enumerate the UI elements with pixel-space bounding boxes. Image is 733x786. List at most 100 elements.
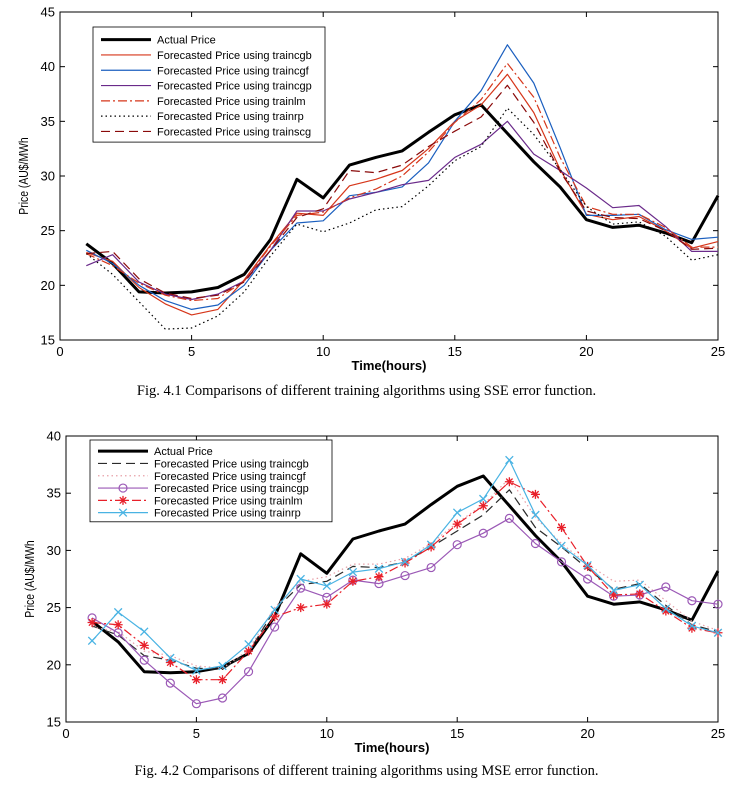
legend-box (89, 439, 333, 523)
data-point-marker (504, 477, 514, 487)
x-tick-label: 25 (711, 726, 725, 741)
data-point-marker (635, 580, 645, 589)
data-point-marker (270, 605, 279, 615)
y-tick-label: 20 (41, 278, 55, 293)
data-point-marker (452, 519, 462, 529)
data-point-marker (166, 653, 175, 663)
data-point-marker (713, 599, 723, 609)
legend-entry: Forecasted Price using trainrp (154, 508, 301, 520)
data-point-marker (113, 607, 123, 617)
y-tick-label: 25 (41, 223, 55, 238)
x-tick-label: 0 (56, 344, 63, 359)
data-point-marker (139, 655, 149, 665)
series-line (86, 120, 718, 301)
series-line (86, 73, 719, 316)
data-point-marker (322, 599, 332, 609)
figure-4-2: 0 5 10 15 20 25 15 20 25 30 35 40 Time(hours) Price (… (0, 418, 733, 786)
legend-entry: Forecasted Price using traincgp (157, 81, 312, 93)
legend-entry: Forecasted Price using trainlm (154, 495, 303, 507)
series-line (86, 62, 718, 302)
x-tick-label: 15 (448, 344, 462, 359)
data-point-marker (244, 639, 253, 649)
y-tick-label: 20 (47, 657, 61, 672)
data-point-marker (609, 590, 619, 600)
data-point-marker (530, 538, 541, 549)
data-point-marker (244, 646, 254, 656)
data-point-marker (661, 582, 671, 592)
data-point-marker (557, 523, 567, 533)
data-point-marker (374, 564, 384, 573)
legend-entry: Actual Price (154, 446, 213, 458)
data-point-marker (452, 540, 462, 550)
data-point-marker (87, 617, 97, 627)
series-line (85, 107, 719, 330)
data-point-marker (296, 574, 305, 584)
data-point-marker (452, 508, 462, 517)
data-point-marker (217, 693, 228, 703)
data-point-marker (530, 489, 540, 499)
legend-entry: Forecasted Price using traincgf (157, 65, 310, 77)
data-point-marker (139, 640, 149, 650)
chart-mse: 0 5 10 15 20 25 15 20 25 30 35 40 Time(hours) Price (… (23, 429, 725, 756)
data-point-marker (270, 622, 280, 632)
data-point-marker (713, 628, 723, 638)
data-point-marker (583, 561, 592, 570)
legend-entry: Forecasted Price using traincgb (154, 458, 309, 470)
x-axis-label: Time(hours) (352, 358, 427, 373)
data-point-marker (557, 541, 566, 551)
data-point-marker (661, 604, 671, 614)
x-tick-label: 5 (193, 726, 200, 741)
x-tick-label: 20 (580, 726, 594, 741)
data-point-marker (426, 540, 436, 549)
data-point-marker (687, 623, 697, 633)
data-point-marker (296, 603, 306, 613)
data-point-marker (400, 570, 410, 581)
data-point-marker (609, 586, 618, 595)
x-tick-label: 10 (320, 726, 334, 741)
data-point-marker (348, 576, 358, 586)
series-line (85, 103, 720, 295)
data-point-marker (218, 661, 227, 671)
x-tick-label: 20 (579, 344, 593, 359)
data-point-marker (217, 675, 227, 685)
legend-marker (118, 495, 128, 505)
data-point-marker (479, 494, 488, 504)
data-point-marker (426, 562, 436, 573)
x-tick-label: 0 (62, 726, 69, 741)
x-tick-label: 15 (450, 726, 464, 741)
legend-box (92, 26, 326, 143)
y-axis-label: Price (AU$/MWh (17, 137, 31, 214)
legend-entry: Forecasted Price using traincgb (157, 50, 312, 62)
figure-caption: Fig. 4.2 Comparisons of different traini… (134, 763, 599, 779)
data-point-marker (400, 558, 410, 568)
data-point-marker (531, 510, 540, 520)
legend-marker (118, 483, 128, 493)
data-point-marker (661, 606, 671, 616)
legend-entry: Forecasted Price using traincgp (154, 483, 309, 495)
data-point-marker (165, 678, 175, 688)
series-line (91, 474, 720, 675)
series-line (91, 477, 719, 669)
data-point-marker (322, 581, 332, 591)
figure-caption: Fig. 4.1 Comparisons of different traini… (136, 383, 597, 399)
data-point-marker (505, 455, 514, 465)
y-tick-label: 40 (47, 429, 61, 444)
data-point-marker (113, 620, 123, 630)
data-point-marker (582, 574, 593, 584)
data-point-marker (400, 557, 410, 567)
data-point-marker (687, 596, 697, 606)
y-axis-label: Price (AU$/MWh (23, 540, 37, 617)
chart-sse: 0 5 10 15 20 25 15 20 25 30 35 40 45 Time(hours) Price… (17, 5, 725, 374)
x-axis-label: Time(hours) (355, 740, 430, 755)
y-tick-label: 15 (41, 333, 55, 348)
data-point-marker (191, 675, 201, 685)
data-point-marker (504, 513, 514, 523)
data-point-marker (192, 666, 201, 675)
data-point-marker (687, 621, 697, 631)
legend-entry: Forecasted Price using trainscg (157, 126, 311, 138)
data-point-marker (348, 567, 358, 577)
data-point-marker (165, 658, 175, 668)
legend-entry: Forecasted Price using trainrp (157, 111, 304, 123)
legend-entry: Forecasted Price using trainlm (157, 96, 306, 108)
legend-entry: Actual Price (157, 35, 216, 47)
